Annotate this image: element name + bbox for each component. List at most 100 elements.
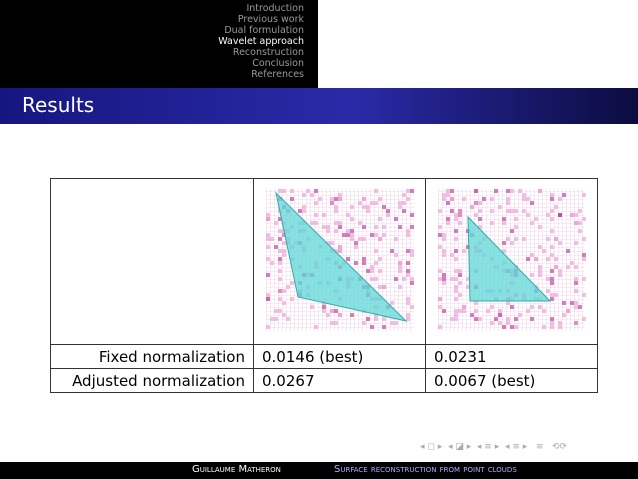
nav-item[interactable]: References xyxy=(251,69,304,80)
noise-cell xyxy=(502,325,506,329)
noise-cell xyxy=(442,309,446,313)
noise-cell xyxy=(278,289,282,293)
table-row: Adjusted normalization 0.0267 0.0067 (be… xyxy=(50,368,598,393)
noise-cell xyxy=(490,221,494,225)
noise-cell xyxy=(374,277,378,281)
noise-cell xyxy=(330,201,334,205)
noise-cell xyxy=(406,297,410,301)
noise-cell xyxy=(406,313,410,317)
noise-cell xyxy=(270,261,274,265)
noise-cell xyxy=(442,277,446,281)
noise-cell xyxy=(450,189,454,193)
noise-cell xyxy=(398,225,402,229)
noise-cell xyxy=(438,325,442,329)
noise-cell xyxy=(458,269,462,273)
noise-cell xyxy=(410,213,414,217)
noise-cell xyxy=(410,225,414,229)
noise-cell xyxy=(558,273,562,277)
noise-cell xyxy=(566,309,570,313)
noise-cell xyxy=(474,201,478,205)
noise-cell xyxy=(266,297,270,301)
noise-cell xyxy=(470,313,474,317)
noise-cell xyxy=(530,221,534,225)
noise-cell xyxy=(570,301,574,305)
noise-cell xyxy=(574,289,578,293)
noise-cell xyxy=(350,313,354,317)
noise-cell xyxy=(302,205,306,209)
nav-item[interactable]: Wavelet approach xyxy=(218,36,304,47)
noise-cell xyxy=(274,317,278,321)
nav-item[interactable]: Previous work xyxy=(237,14,304,25)
noise-cell xyxy=(458,209,462,213)
nav-item[interactable]: Conclusion xyxy=(252,58,304,69)
noise-cell xyxy=(374,249,378,253)
noise-cell xyxy=(506,189,510,193)
noise-cell xyxy=(374,261,378,265)
cell: 0.0067 (best) xyxy=(425,368,598,393)
noise-cell xyxy=(458,213,462,217)
noise-cell xyxy=(582,293,586,297)
noise-cell xyxy=(410,189,414,193)
nav-item[interactable]: Reconstruction xyxy=(232,47,304,58)
noise-cell xyxy=(550,317,554,321)
noise-cell xyxy=(330,309,334,313)
nav-item[interactable]: Dual formulation xyxy=(224,25,304,36)
noise-cell xyxy=(506,301,510,305)
noise-cell xyxy=(394,237,398,241)
noise-cell xyxy=(374,317,378,321)
noise-cell xyxy=(282,189,286,193)
noise-cell xyxy=(542,249,546,253)
noise-cell xyxy=(574,321,578,325)
noise-cell xyxy=(278,229,282,233)
beamer-nav-icons[interactable]: ◂ ◻ ▸ ◂ ◪ ▸ ◂ ≡ ▸ ◂ ≡ ▸ ≡ ⟲⟳ xyxy=(420,442,568,452)
noise-cell xyxy=(554,257,558,261)
noise-cell xyxy=(366,269,370,273)
noise-cell xyxy=(374,233,378,237)
noise-cell xyxy=(454,289,458,293)
noise-cell xyxy=(266,213,270,217)
noise-cell xyxy=(362,257,366,261)
nav-item[interactable]: Introduction xyxy=(246,3,304,14)
noise-cell xyxy=(562,193,566,197)
noise-cell xyxy=(402,277,406,281)
noise-cell xyxy=(458,293,462,297)
noise-cell xyxy=(446,201,450,205)
noise-cell xyxy=(574,301,578,305)
noise-cell xyxy=(362,205,366,209)
noise-cell xyxy=(582,193,586,197)
noise-cell xyxy=(410,253,414,257)
noise-cell xyxy=(546,257,550,261)
noise-cell xyxy=(494,189,498,193)
noise-cell xyxy=(542,309,546,313)
noise-cell xyxy=(334,197,338,201)
noise-cell xyxy=(498,205,502,209)
noise-cell xyxy=(582,277,586,281)
noise-cell xyxy=(326,313,330,317)
noise-cell xyxy=(454,213,458,217)
noise-cell xyxy=(502,241,506,245)
noise-cell xyxy=(498,309,502,313)
noise-cell xyxy=(446,189,450,193)
noise-cell xyxy=(374,313,378,317)
noise-cell xyxy=(574,277,578,281)
noise-cell xyxy=(550,281,554,285)
noise-cell xyxy=(558,241,562,245)
noise-cell xyxy=(310,193,314,197)
noise-cell xyxy=(546,289,550,293)
noise-cell xyxy=(454,285,458,289)
noise-cell xyxy=(530,305,534,309)
noise-cell xyxy=(398,269,402,273)
noise-cell xyxy=(382,317,386,321)
noise-cell xyxy=(510,209,514,213)
noise-cell xyxy=(458,221,462,225)
noise-cell xyxy=(490,209,494,213)
noise-cell xyxy=(474,189,478,193)
noise-cell xyxy=(570,213,574,217)
noise-cell xyxy=(350,233,354,237)
noise-cell xyxy=(454,249,458,253)
noise-cell xyxy=(278,269,282,273)
noise-cell xyxy=(358,201,362,205)
noise-cell xyxy=(458,309,462,313)
noise-cell xyxy=(394,321,398,325)
noise-cell xyxy=(406,197,410,201)
